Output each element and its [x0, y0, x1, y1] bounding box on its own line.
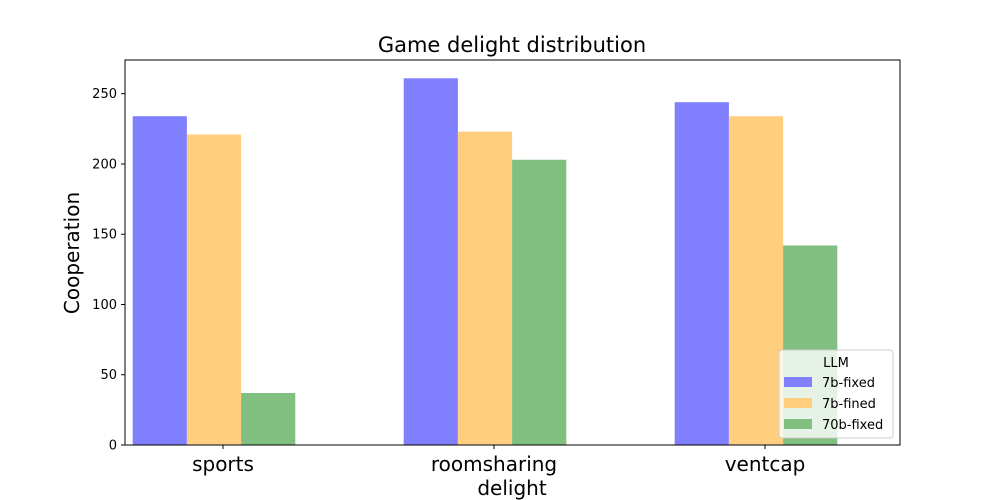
legend-swatch-7b-fixed: [784, 377, 812, 387]
bar-7b-fixed-roomsharing: [403, 78, 458, 446]
legend: LLM 7b-fixed 7b-fined 70b-fixed: [778, 349, 894, 439]
bar-70b-fixed-sports: [241, 393, 296, 445]
legend-swatch-7b-fined: [784, 398, 812, 408]
x-tick-label-ventcap: ventcap: [725, 452, 806, 476]
bar-7b-fined-ventcap: [728, 116, 784, 445]
legend-label-70b-fixed: 70b-fixed: [822, 418, 883, 433]
legend-title: LLM: [823, 356, 849, 371]
x-axis: sports roomsharing ventcap: [192, 445, 805, 476]
legend-swatch-70b-fixed: [784, 419, 812, 429]
legend-frame: [778, 349, 894, 439]
y-tick-label: 100: [92, 298, 117, 313]
x-axis-label: delight: [477, 476, 546, 500]
bar-7b-fixed-ventcap: [674, 102, 729, 445]
y-tick-label: 250: [92, 87, 117, 102]
y-tick-label: 0: [109, 439, 117, 454]
chart-title: Game delight distribution: [378, 33, 646, 57]
bar-7b-fixed-sports: [132, 116, 187, 445]
y-axis-label: Cooperation: [60, 192, 84, 314]
legend-label-7b-fixed: 7b-fixed: [822, 376, 875, 391]
y-tick-label: 50: [100, 368, 117, 383]
bar-7b-fined-sports: [186, 134, 242, 445]
plot-frame: [124, 59, 901, 446]
y-axis: 0 50 100 150 200 250: [92, 87, 125, 454]
y-tick-label: 150: [92, 228, 117, 243]
x-tick-label-sports: sports: [192, 452, 254, 476]
x-tick-label-roomsharing: roomsharing: [431, 452, 557, 476]
bar-7b-fined-roomsharing: [457, 131, 513, 445]
legend-label-7b-fined: 7b-fined: [822, 397, 876, 412]
y-tick-label: 200: [92, 157, 117, 172]
bar-70b-fixed-roomsharing: [512, 159, 567, 446]
bars-group: [132, 78, 838, 446]
